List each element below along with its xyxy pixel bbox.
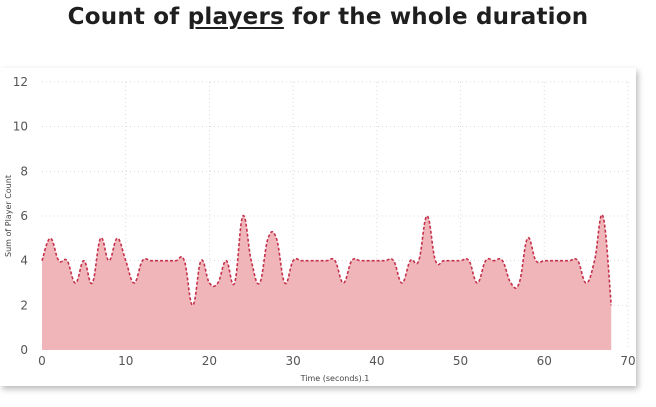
series-area	[42, 214, 612, 350]
y-tick-label: 8	[20, 164, 28, 178]
y-axis-label: Sum of Player Count	[4, 175, 13, 257]
x-tick-label: 0	[38, 354, 46, 368]
y-tick-label: 0	[20, 343, 28, 357]
area-chart: 0 2 4 6 8 10 12 0 10 20 30 40 50 60 70 Time (seconds)…	[4, 75, 636, 383]
y-tick-label: 4	[20, 254, 28, 268]
y-axis-ticks: 0 2 4 6 8 10 12	[13, 75, 28, 357]
x-tick-label: 50	[453, 354, 468, 368]
chart-title: Count of players for the whole duration	[0, 4, 656, 30]
x-tick-label: 70	[620, 354, 635, 368]
x-tick-label: 10	[118, 354, 133, 368]
title-underlined-word: players	[187, 4, 284, 30]
chart-card: 0 2 4 6 8 10 12 0 10 20 30 40 50 60 70 Time (seconds)…	[0, 68, 636, 386]
title-prefix: Count of	[67, 4, 188, 30]
x-axis-ticks: 0 10 20 30 40 50 60 70	[38, 354, 635, 368]
y-tick-label: 12	[13, 75, 28, 89]
x-axis-label: Time (seconds).1	[300, 374, 370, 383]
x-tick-label: 60	[537, 354, 552, 368]
x-tick-label: 20	[202, 354, 217, 368]
y-tick-label: 6	[20, 209, 28, 223]
y-tick-label: 2	[20, 298, 28, 312]
y-tick-label: 10	[13, 120, 28, 134]
title-suffix: for the whole duration	[283, 4, 589, 30]
x-tick-label: 40	[369, 354, 384, 368]
series-line	[41, 214, 613, 307]
x-tick-label: 30	[286, 354, 301, 368]
